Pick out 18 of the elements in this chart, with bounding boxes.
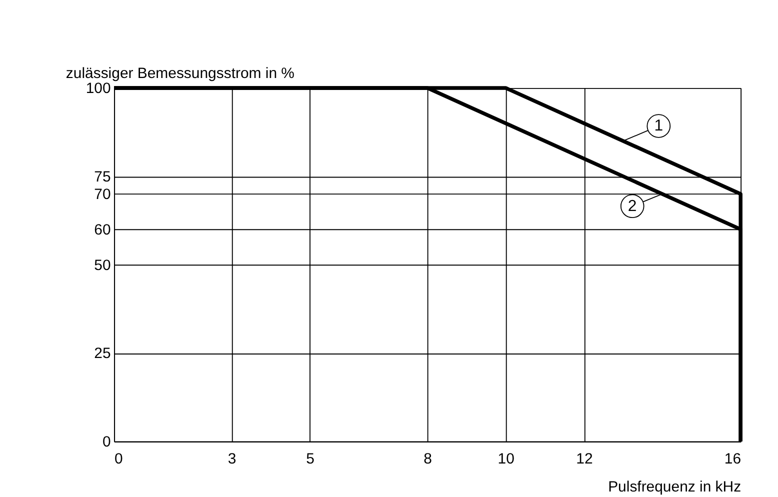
y-tick-label: 60 [94,221,111,238]
x-axis-title: Pulsfrequenz in kHz [608,478,742,496]
x-tick-label: 3 [228,450,236,468]
x-tick-label: 8 [424,450,432,468]
x-tick-label: 5 [306,450,314,468]
annotation: 1 [654,118,664,135]
y-tick-label: 0 [102,434,111,451]
y-tick-label: 50 [94,256,111,274]
x-tick-label: 10 [498,450,514,468]
y-tick-label: 100 [86,80,111,98]
y-tick-label: 70 [94,186,111,204]
x-tick-label: 12 [576,450,593,468]
y-tick-label: 25 [94,345,111,362]
y-tick-label: 75 [94,168,111,186]
annotation: 2 [628,198,637,215]
y-axis-title: zulässiger Bemessungsstrom in % [66,65,294,82]
x-tick-label: 16 [724,450,742,468]
x-tick-label: 0 [114,450,123,468]
